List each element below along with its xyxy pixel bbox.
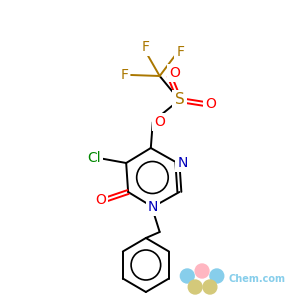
Text: O: O <box>169 66 180 80</box>
Text: S: S <box>175 92 184 107</box>
Circle shape <box>188 280 202 294</box>
Text: O: O <box>154 115 165 129</box>
Text: F: F <box>176 45 184 59</box>
Text: O: O <box>95 193 106 207</box>
Text: F: F <box>120 68 128 82</box>
Text: Chem.com: Chem.com <box>229 274 286 284</box>
Text: F: F <box>142 40 150 54</box>
Circle shape <box>180 269 194 283</box>
Text: O: O <box>206 97 216 111</box>
Text: Cl: Cl <box>87 151 100 165</box>
Circle shape <box>210 269 224 283</box>
Circle shape <box>195 264 209 278</box>
Text: N: N <box>148 200 158 214</box>
Text: N: N <box>177 156 188 170</box>
Circle shape <box>203 280 217 294</box>
